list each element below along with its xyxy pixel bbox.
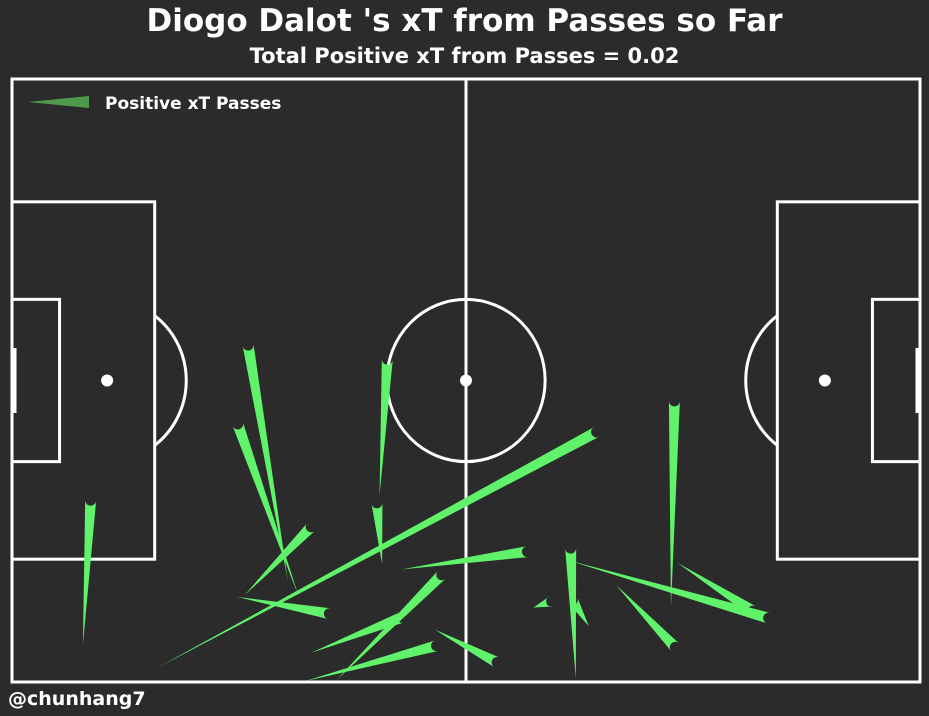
left-goal-box <box>10 297 62 464</box>
pass-arrow <box>677 563 757 616</box>
pass-arrow <box>668 400 680 607</box>
left-penalty-arc <box>153 314 188 447</box>
pass-arrow <box>242 344 288 581</box>
credit-handle: @chunhang7 <box>8 688 146 710</box>
legend-swatch <box>28 96 89 108</box>
pass-arrow <box>232 422 299 596</box>
legend: Positive xT Passes <box>28 94 281 114</box>
pass-arrow <box>379 358 393 495</box>
pass-arrow <box>568 560 771 624</box>
right-goal-box <box>870 297 922 464</box>
left-penalty-spot <box>101 374 114 387</box>
pass-arrow <box>244 522 316 596</box>
pass-arrow <box>311 612 405 653</box>
pass-arrow <box>533 596 554 608</box>
pass-arrow <box>565 547 577 679</box>
chart-title: Diogo Dalot 's xT from Passes so Far <box>146 3 783 39</box>
legend-label: Positive xT Passes <box>105 94 281 114</box>
pass-arrow <box>434 629 500 668</box>
right-penalty-spot <box>818 374 831 387</box>
pass-arrows <box>82 344 771 682</box>
left-penalty-box <box>10 200 157 561</box>
pitch-lines <box>10 77 922 684</box>
chart-subtitle: Total Positive xT from Passes = 0.02 <box>249 44 680 68</box>
pass-arrow <box>616 585 680 652</box>
pass-arrow <box>567 596 589 627</box>
right-penalty-box <box>775 200 922 561</box>
pass-arrow <box>402 546 529 570</box>
pass-arrow <box>82 499 97 645</box>
right-penalty-arc <box>744 314 779 447</box>
centre-spot <box>460 374 472 387</box>
pass-arrow <box>157 427 600 668</box>
pass-arrow <box>236 596 331 620</box>
pass-arrow <box>305 640 439 682</box>
